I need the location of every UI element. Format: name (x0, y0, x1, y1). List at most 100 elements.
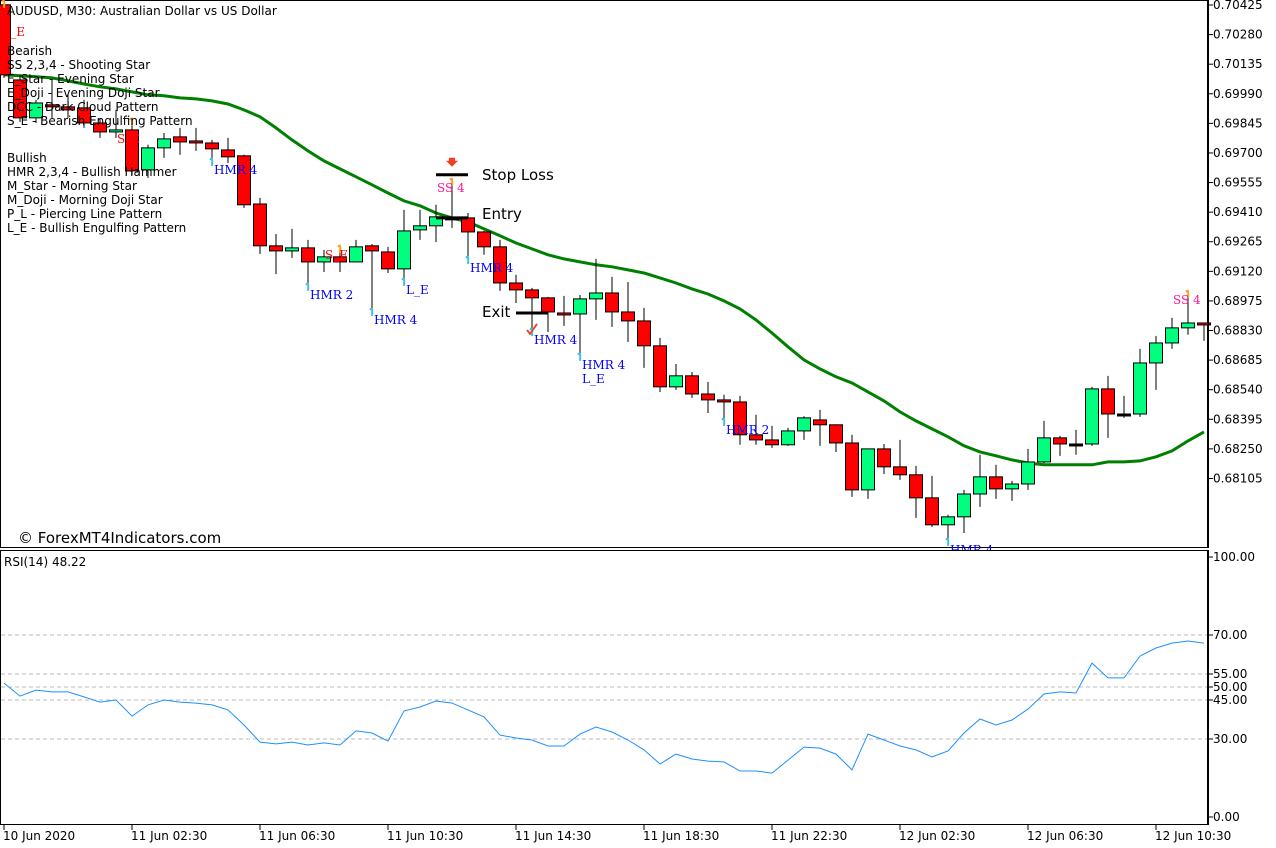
candle (989, 464, 1003, 499)
exit-label: Exit (482, 303, 511, 321)
candle (45, 79, 59, 118)
candle (669, 363, 683, 390)
bullish-candle-body (589, 292, 603, 300)
candle (157, 132, 171, 158)
bullish-candle-body (413, 225, 427, 231)
time-tick-label: 12 Jun 02:30 (899, 829, 975, 843)
time-tick-label: 11 Jun 22:30 (771, 829, 847, 843)
bearish-candle-body (637, 320, 651, 347)
bearish-candle-body (685, 375, 699, 395)
candle (301, 239, 315, 285)
candle (733, 395, 747, 445)
price-tick-label: 0.69700 (1213, 146, 1263, 160)
rsi-tick-label: 0.00 (1213, 810, 1240, 824)
bearish-candle-body (605, 292, 619, 313)
candle (349, 239, 363, 263)
candle (941, 514, 955, 540)
price-tick-label: 0.69990 (1213, 87, 1263, 101)
bullish-candle-body (781, 430, 795, 446)
bearish-candle-body (717, 399, 731, 403)
bearish-candle-body (893, 466, 907, 476)
bearish-candle-body (1101, 388, 1115, 415)
price-tick-label: 0.70280 (1213, 28, 1263, 42)
pattern-marker-icon (465, 255, 470, 264)
bearish-candle-body (221, 149, 235, 158)
rsi-line (3, 640, 1205, 774)
rsi-levels (1, 634, 1207, 740)
bearish-candle-body (77, 107, 91, 124)
candle (1101, 375, 1115, 438)
price-tick-label: 0.68105 (1213, 471, 1263, 485)
bullish-candle-body (157, 138, 171, 149)
bearish-candle-body (381, 251, 395, 270)
candle (253, 197, 267, 254)
pattern-label: SS 4 (1173, 293, 1201, 307)
bullish-candle-body (1117, 413, 1131, 417)
candle (1037, 420, 1051, 464)
pattern-marker-icon (1, 0, 6, 8)
candle (269, 233, 283, 274)
bearish-candle-body (701, 393, 715, 401)
bullish-candle-body (317, 256, 331, 263)
bearish-candle-body (925, 497, 939, 526)
candle (605, 276, 619, 327)
bullish-candle-body (1133, 362, 1147, 415)
time-axis: 10 Jun 2020 11 Jun 02:30 11 Jun 06:30 11 Ju… (3, 825, 1231, 843)
candle (797, 416, 811, 440)
bearish-candle-body (733, 401, 747, 436)
candle (397, 209, 411, 280)
price-tick-label: 0.69555 (1213, 176, 1263, 190)
bearish-candle-body (765, 439, 779, 446)
pattern-marker-icon (209, 157, 214, 166)
bullish-candle-body (1005, 483, 1019, 490)
price-axis: 0.70425 0.70280 0.70135 0.69990 0.69845 0.697… (1208, 0, 1263, 548)
pattern-label: HMR 4 (534, 333, 578, 347)
pattern-legend: Bearish SS 2,3,4 - Shooting Star E_Star … (7, 44, 193, 235)
pattern-label: HMR 2 (310, 288, 353, 302)
bearish-candle-body (45, 104, 59, 108)
bearish-candle-body (1197, 322, 1211, 326)
legend-item: E_Star - Evening Star (7, 72, 134, 86)
price-tick-label: 0.68975 (1213, 294, 1263, 308)
bearish-candle-body (653, 345, 667, 388)
bearish-candle-body (845, 442, 859, 491)
bullish-candle-body (797, 417, 811, 432)
pattern-label: SS 4 (437, 181, 465, 195)
legend-item: L_E - Bullish Engulfing Pattern (7, 221, 186, 235)
legend-item: HMR 2,3,4 - Bullish Hammer (7, 165, 177, 179)
candle (125, 117, 139, 175)
pattern-marker-icon (337, 244, 342, 253)
candle (413, 209, 427, 240)
candle (1149, 335, 1163, 390)
candle (925, 475, 939, 527)
candle (317, 249, 331, 272)
bearish-candle-body (333, 256, 347, 263)
price-tick-label: 0.69410 (1213, 205, 1263, 219)
legend-bearish-title: Bearish (7, 44, 52, 58)
bearish-candle-body (301, 247, 315, 263)
candle (141, 144, 155, 178)
bearish-candle-body (877, 448, 891, 468)
candle (765, 425, 779, 448)
bearish-candle-body (813, 419, 827, 426)
time-tick-label: 11 Jun 02:30 (131, 829, 207, 843)
sell-arrow-icon (446, 157, 458, 167)
legend-bullish-title: Bullish (7, 151, 47, 165)
pattern-label: L_E (582, 372, 605, 386)
legend-item: P_L - Piercing Line Pattern (7, 207, 162, 221)
candle (637, 307, 651, 368)
price-tick-label: 0.68250 (1213, 442, 1263, 456)
candle (717, 394, 731, 420)
candle (749, 414, 763, 445)
pattern-label: HMR 4 (470, 261, 514, 275)
candle (813, 409, 827, 446)
candle (477, 230, 491, 255)
candle (109, 109, 123, 138)
bearish-candle-body (541, 297, 555, 313)
bearish-candle-body (189, 140, 203, 144)
pattern-label: L_E (406, 283, 429, 297)
time-tick-label: 12 Jun 06:30 (1027, 829, 1103, 843)
candle (957, 489, 971, 533)
